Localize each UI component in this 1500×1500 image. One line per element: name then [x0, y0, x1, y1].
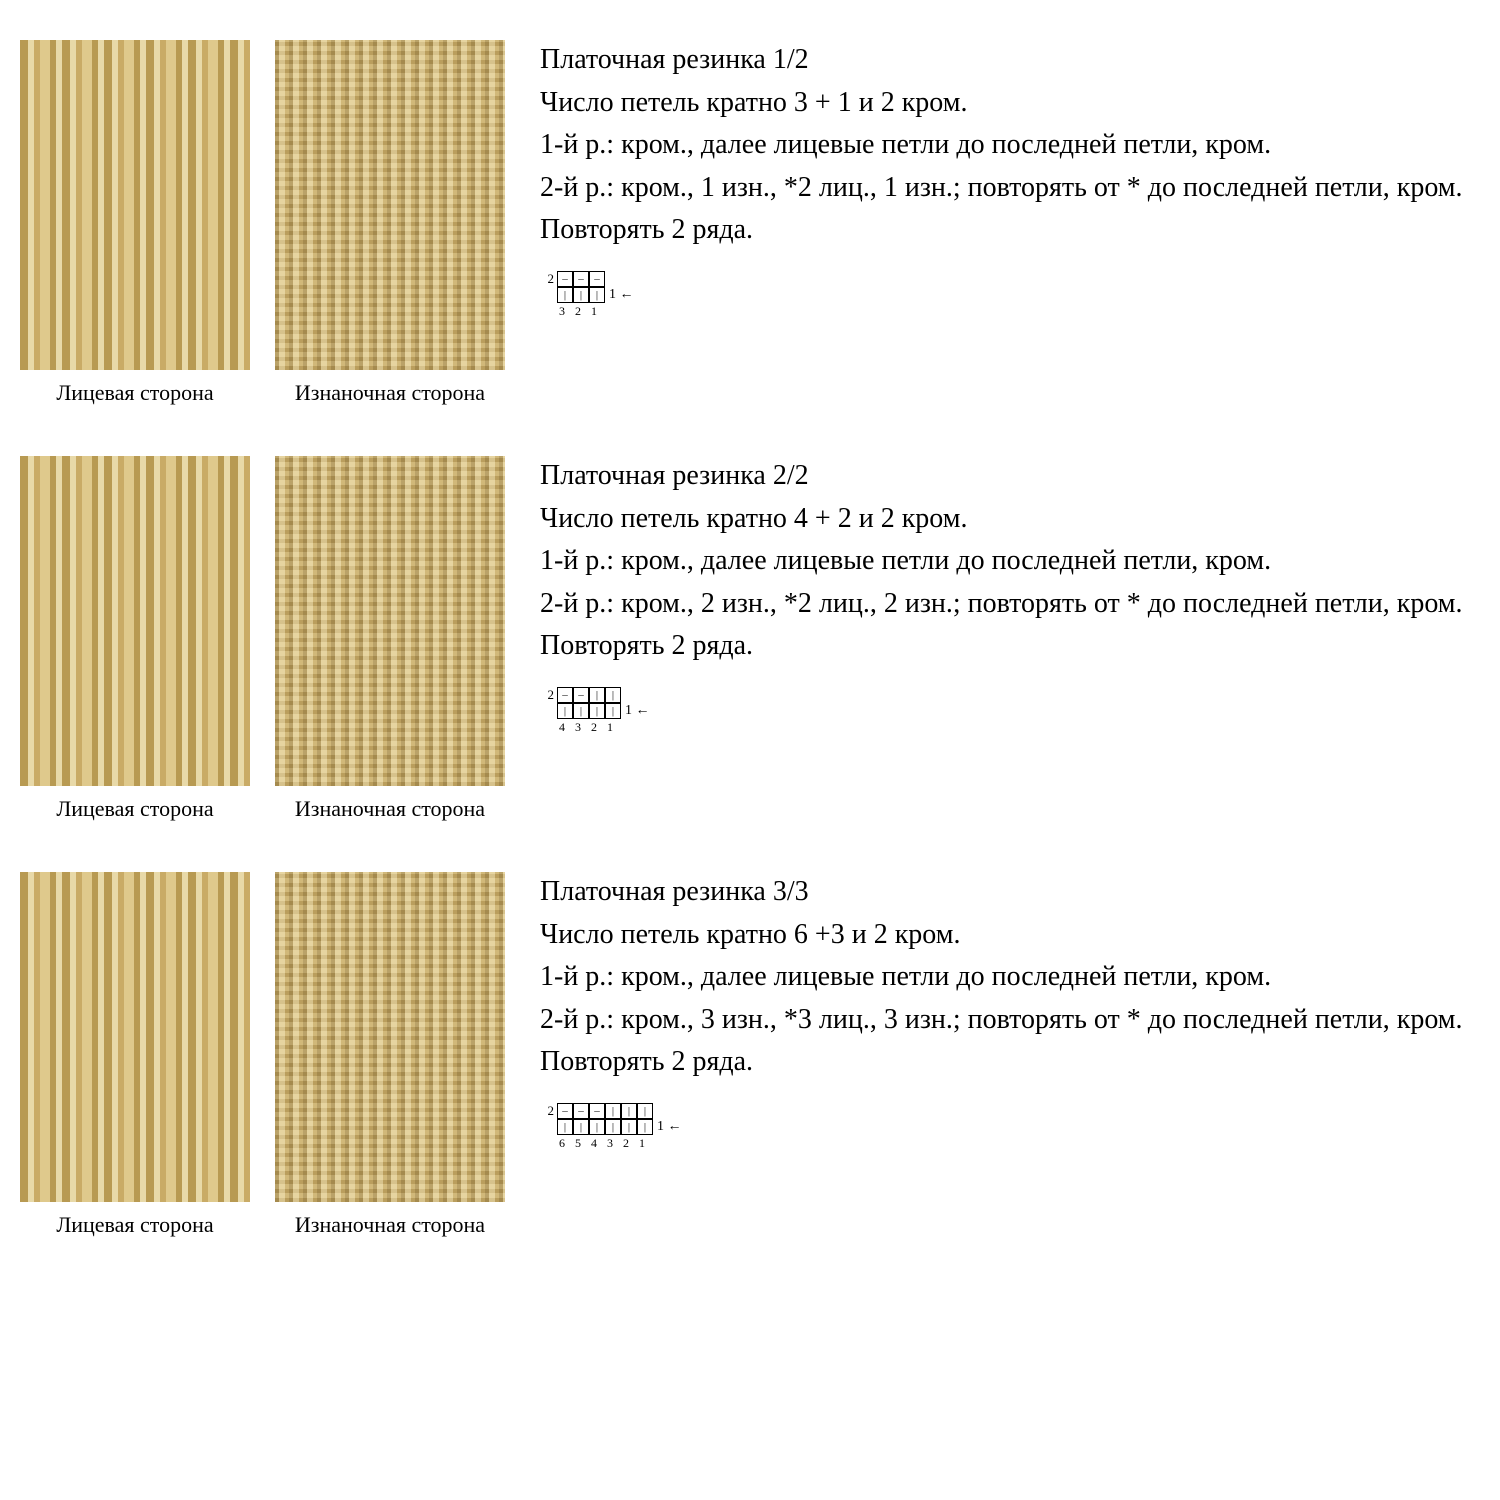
chart-cell — [557, 687, 573, 703]
repeat-text: Повторять 2 ряда. — [540, 1042, 1480, 1083]
pattern-block-2: Лицевая сторона Изнаночная сторона Плато… — [20, 456, 1480, 822]
chart-cell — [573, 287, 589, 303]
swatch-image-front — [20, 456, 250, 786]
swatch-label-back: Изнаночная сторона — [295, 1212, 485, 1238]
chart-cell — [573, 703, 589, 719]
chart-2: 2 1 4 3 2 1 — [540, 687, 650, 736]
chart-cell — [557, 271, 573, 287]
swatch-back-2: Изнаночная сторона — [275, 456, 505, 822]
instructions-3: Платочная резинка 3/3 Число петель кратн… — [530, 872, 1480, 1160]
stitch-count: Число петель кратно 3 + 1 и 2 кром. — [540, 83, 1480, 124]
swatch-label-back: Изнаночная сторона — [295, 380, 485, 406]
swatch-label-back: Изнаночная сторона — [295, 796, 485, 822]
chart-cell — [589, 687, 605, 703]
chart-row-1: 1 — [540, 1119, 682, 1135]
swatch-image-back — [275, 872, 505, 1202]
swatch-image-back — [275, 456, 505, 786]
stitch-count: Число петель кратно 4 + 2 и 2 кром. — [540, 499, 1480, 540]
instructions-2: Платочная резинка 2/2 Число петель кратн… — [530, 456, 1480, 744]
instructions-1: Платочная резинка 1/2 Число петель кратн… — [530, 40, 1480, 328]
repeat-text: Повторять 2 ряда. — [540, 626, 1480, 667]
chart-cell — [621, 1103, 637, 1119]
chart-cell — [605, 1103, 621, 1119]
row-2-text: 2-й р.: кром., 2 изн., *2 лиц., 2 изн.; … — [540, 584, 1480, 625]
chart-cell — [589, 703, 605, 719]
swatches-2: Лицевая сторона Изнаночная сторона — [20, 456, 530, 822]
row-2-text: 2-й р.: кром., 3 изн., *3 лиц., 3 изн.; … — [540, 1000, 1480, 1041]
chart-cell — [589, 287, 605, 303]
arrow-icon — [668, 1119, 682, 1134]
arrow-icon — [620, 287, 634, 302]
chart-cell — [589, 1103, 605, 1119]
swatch-front-3: Лицевая сторона — [20, 872, 250, 1238]
chart-cell — [573, 271, 589, 287]
row-2-text: 2-й р.: кром., 1 изн., *2 лиц., 1 изн.; … — [540, 168, 1480, 209]
chart-cell — [557, 703, 573, 719]
row-1-text: 1-й р.: кром., далее лицевые петли до по… — [540, 125, 1480, 166]
chart-cell — [605, 1119, 621, 1135]
swatches-1: Лицевая сторона Изнаночная сторона — [20, 40, 530, 406]
pattern-block-1: Лицевая сторона Изнаночная сторона Плато… — [20, 40, 1480, 406]
swatch-image-back — [275, 40, 505, 370]
stitch-count: Число петель кратно 6 +3 и 2 кром. — [540, 915, 1480, 956]
chart-cell — [573, 1119, 589, 1135]
swatch-back-3: Изнаночная сторона — [275, 872, 505, 1238]
chart-col-nums: 3 2 1 — [540, 303, 634, 320]
pattern-title: Платочная резинка 3/3 — [540, 872, 1480, 913]
swatch-image-front — [20, 872, 250, 1202]
swatch-front-1: Лицевая сторона — [20, 40, 250, 406]
swatch-label-front: Лицевая сторона — [56, 1212, 213, 1238]
chart-cell — [621, 1119, 637, 1135]
row-1-text: 1-й р.: кром., далее лицевые петли до по… — [540, 541, 1480, 582]
chart-cell — [637, 1119, 653, 1135]
chart-cell — [637, 1103, 653, 1119]
swatch-label-front: Лицевая сторона — [56, 380, 213, 406]
chart-cell — [557, 1119, 573, 1135]
chart-col-nums: 4 3 2 1 — [540, 719, 650, 736]
chart-cell — [573, 687, 589, 703]
swatch-back-1: Изнаночная сторона — [275, 40, 505, 406]
arrow-icon — [636, 703, 650, 718]
chart-1: 2 1 3 2 1 — [540, 271, 634, 320]
swatch-image-front — [20, 40, 250, 370]
pattern-title: Платочная резинка 2/2 — [540, 456, 1480, 497]
chart-cell — [573, 1103, 589, 1119]
chart-col-nums: 6 5 4 3 2 1 — [540, 1135, 682, 1152]
chart-row-1: 1 — [540, 703, 650, 719]
chart-row-1: 1 — [540, 287, 634, 303]
chart-cell — [557, 287, 573, 303]
row-1-text: 1-й р.: кром., далее лицевые петли до по… — [540, 957, 1480, 998]
chart-cell — [589, 1119, 605, 1135]
chart-cell — [605, 687, 621, 703]
chart-cell — [605, 703, 621, 719]
chart-3: 2 1 6 5 4 3 — [540, 1103, 682, 1152]
swatch-front-2: Лицевая сторона — [20, 456, 250, 822]
swatch-label-front: Лицевая сторона — [56, 796, 213, 822]
repeat-text: Повторять 2 ряда. — [540, 210, 1480, 251]
pattern-title: Платочная резинка 1/2 — [540, 40, 1480, 81]
pattern-block-3: Лицевая сторона Изнаночная сторона Плато… — [20, 872, 1480, 1238]
swatches-3: Лицевая сторона Изнаночная сторона — [20, 872, 530, 1238]
chart-cell — [557, 1103, 573, 1119]
chart-cell — [589, 271, 605, 287]
